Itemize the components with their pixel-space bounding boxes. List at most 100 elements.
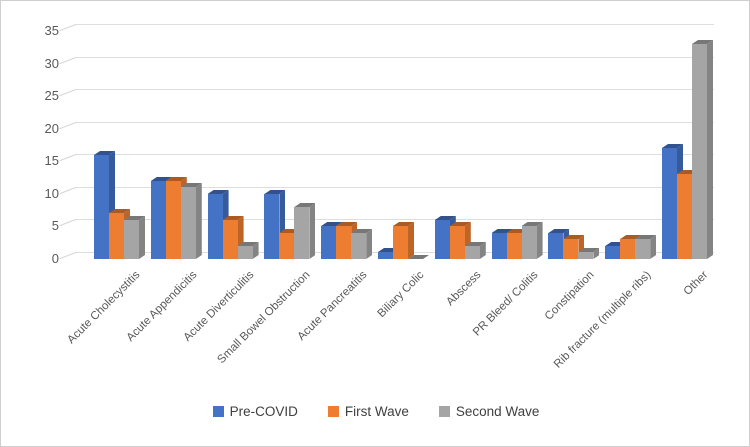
- bar-first-wave-top: [336, 222, 358, 226]
- axis-tick: [59, 251, 77, 260]
- bar-first-wave: [336, 226, 352, 259]
- bar-second-wave-side: [366, 229, 373, 259]
- bar-second-wave: [237, 246, 253, 259]
- bar-pre-covid-top: [94, 151, 115, 155]
- gridline: [76, 56, 714, 58]
- bar-second-wave-side: [139, 216, 145, 259]
- bar-first-wave: [109, 213, 124, 259]
- bar-first-wave-top: [279, 229, 301, 233]
- gridline: [76, 219, 714, 221]
- y-axis-tick-label: 5: [51, 218, 59, 234]
- bar-second-wave-side: [593, 248, 600, 259]
- bar-first-wave: [449, 226, 465, 259]
- axis-tick: [59, 154, 77, 162]
- axis-tick: [59, 219, 77, 227]
- bar-first-wave: [279, 233, 295, 259]
- bar-second-wave-top: [408, 255, 429, 259]
- y-axis-tick-label: 35: [44, 23, 59, 38]
- bar-first-wave-top: [620, 235, 642, 239]
- bar-first-wave-top: [165, 177, 187, 181]
- bar-second-wave-top: [692, 40, 713, 44]
- bar-first-wave-side: [408, 222, 414, 259]
- bar-first-wave-top: [393, 222, 414, 226]
- bar-pre-covid: [321, 226, 337, 259]
- bar-second-wave-side: [309, 203, 316, 259]
- bar-second-wave: [124, 220, 139, 259]
- bar-pre-covid: [662, 148, 677, 259]
- bar-second-wave-side: [707, 40, 713, 259]
- bar-pre-covid-top: [321, 222, 343, 226]
- y-axis-tick-label: 20: [44, 120, 59, 136]
- bar-pre-covid-top: [150, 177, 172, 181]
- legend-swatch-icon: [438, 406, 450, 417]
- legend-label: Pre-COVID: [229, 404, 298, 419]
- bar-second-wave: [692, 44, 707, 259]
- bar-first-wave-top: [677, 170, 698, 174]
- bar-second-wave: [521, 226, 537, 259]
- gridline: [76, 186, 714, 188]
- bar-pre-covid: [94, 155, 109, 259]
- bar-second-wave-side: [195, 183, 202, 259]
- bar-first-wave: [620, 239, 636, 259]
- bar-second-wave-top: [294, 203, 316, 207]
- legend-item-pre-covid: Pre-COVID: [212, 404, 298, 419]
- bar-second-wave-top: [237, 242, 259, 246]
- legend-swatch-icon: [327, 406, 339, 417]
- bar-second-wave-side: [650, 235, 657, 259]
- bar-first-wave-top: [222, 216, 244, 220]
- gridline: [76, 154, 714, 156]
- bar-second-wave: [294, 207, 310, 259]
- y-axis-tick-label: 30: [44, 55, 59, 71]
- legend-swatch-icon: [212, 406, 224, 417]
- bar-pre-covid-top: [491, 229, 513, 233]
- bar-second-wave: [464, 246, 480, 259]
- bar-pre-covid-top: [207, 190, 229, 194]
- bar-pre-covid-top: [662, 144, 683, 148]
- bar-pre-covid-side: [109, 151, 115, 259]
- bar-pre-covid: [434, 220, 450, 259]
- bar-first-wave-side: [578, 235, 585, 259]
- bar-pre-covid: [150, 181, 166, 259]
- bar-first-wave-top: [563, 235, 585, 239]
- bar-first-wave: [165, 181, 181, 259]
- bar-pre-covid: [548, 233, 564, 259]
- legend: Pre-COVID First Wave Second Wave: [1, 404, 749, 419]
- bar-pre-covid-top: [605, 242, 627, 246]
- bar-second-wave-side: [479, 242, 486, 259]
- legend-item-second-wave: Second Wave: [438, 404, 540, 419]
- bar-first-wave-top: [109, 209, 130, 213]
- axis-tick: [59, 186, 77, 195]
- bar-second-wave-top: [635, 235, 657, 239]
- bar-first-wave-top: [506, 229, 528, 233]
- bar-pre-covid-top: [378, 248, 399, 252]
- bar-second-wave-side: [536, 222, 543, 259]
- gridline: [76, 121, 714, 123]
- bar-second-wave-top: [578, 248, 600, 252]
- bar-pre-covid: [491, 233, 507, 259]
- legend-label: Second Wave: [455, 404, 540, 419]
- axis-tick: [59, 23, 77, 32]
- bar-pre-covid: [264, 194, 280, 259]
- bar-pre-covid-side: [279, 190, 286, 259]
- bar-first-wave-side: [464, 222, 471, 259]
- bar-second-wave: [578, 252, 594, 259]
- gridline: [76, 89, 714, 91]
- bar-second-wave-top: [464, 242, 486, 246]
- bar-second-wave-side: [252, 242, 259, 259]
- bar-second-wave-top: [521, 222, 543, 226]
- gridline: [76, 24, 714, 25]
- y-axis-tick-label: 15: [44, 153, 59, 169]
- bar-pre-covid: [605, 246, 621, 259]
- bar-first-wave: [393, 226, 408, 259]
- bar-first-wave: [677, 174, 692, 259]
- bar-second-wave: [351, 233, 367, 259]
- bar-second-wave-top: [180, 183, 202, 187]
- axis-tick: [59, 121, 77, 129]
- bar-second-wave: [180, 187, 196, 259]
- y-axis-tick-label: 10: [44, 185, 59, 201]
- y-axis-tick-label: 25: [44, 88, 59, 104]
- bar-first-wave: [563, 239, 579, 259]
- bar-first-wave-side: [237, 216, 244, 259]
- y-axis-tick-label: 0: [51, 251, 59, 266]
